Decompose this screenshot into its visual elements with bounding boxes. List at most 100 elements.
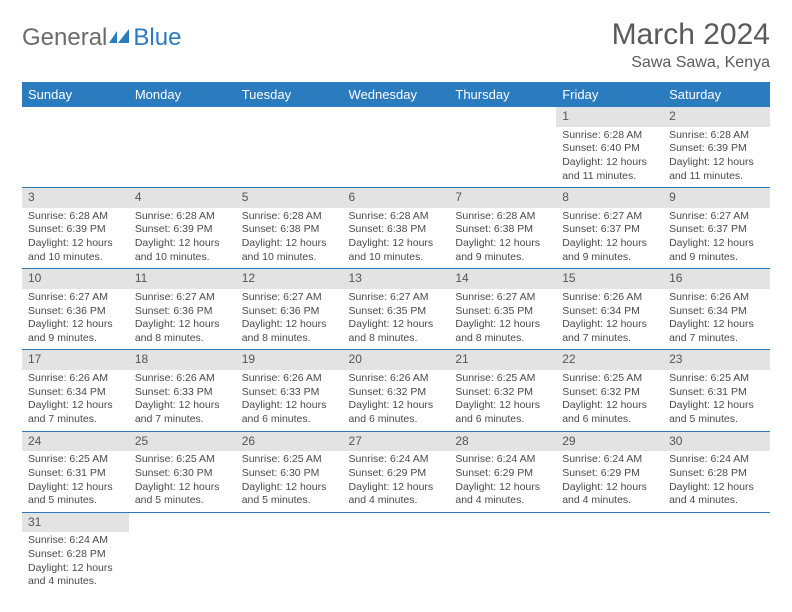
daylight-text-2: and 8 minutes. (349, 332, 444, 346)
day-number: 19 (236, 350, 343, 370)
daylight-text-1: Daylight: 12 hours (28, 237, 123, 251)
day-number: 14 (449, 269, 556, 289)
day-number: 30 (663, 432, 770, 452)
sunset-text: Sunset: 6:38 PM (242, 223, 337, 237)
sunrise-text: Sunrise: 6:25 AM (242, 453, 337, 467)
day-number: 22 (556, 350, 663, 370)
day-number: 26 (236, 432, 343, 452)
daylight-text-2: and 7 minutes. (562, 332, 657, 346)
calendar-cell: 27Sunrise: 6:24 AMSunset: 6:29 PMDayligh… (343, 431, 450, 512)
logo-text-1: General (22, 24, 107, 52)
day-body: Sunrise: 6:25 AMSunset: 6:31 PMDaylight:… (22, 451, 129, 512)
sunset-text: Sunset: 6:28 PM (669, 467, 764, 481)
sunrise-text: Sunrise: 6:27 AM (455, 291, 550, 305)
calendar-body: 1Sunrise: 6:28 AMSunset: 6:40 PMDaylight… (22, 107, 770, 593)
sunset-text: Sunset: 6:34 PM (562, 305, 657, 319)
calendar-week: 1Sunrise: 6:28 AMSunset: 6:40 PMDaylight… (22, 107, 770, 188)
header: General Blue March 2024 Sawa Sawa, Kenya (22, 18, 770, 72)
daylight-text-1: Daylight: 12 hours (562, 481, 657, 495)
daylight-text-1: Daylight: 12 hours (28, 318, 123, 332)
day-number: 7 (449, 188, 556, 208)
page-title: March 2024 (612, 18, 770, 52)
daylight-text-1: Daylight: 12 hours (669, 318, 764, 332)
calendar-cell: 6Sunrise: 6:28 AMSunset: 6:38 PMDaylight… (343, 188, 450, 269)
calendar-cell: 15Sunrise: 6:26 AMSunset: 6:34 PMDayligh… (556, 269, 663, 350)
calendar-cell: 5Sunrise: 6:28 AMSunset: 6:38 PMDaylight… (236, 188, 343, 269)
sunrise-text: Sunrise: 6:24 AM (349, 453, 444, 467)
calendar-cell (236, 512, 343, 593)
day-body: Sunrise: 6:25 AMSunset: 6:32 PMDaylight:… (556, 370, 663, 431)
day-body: Sunrise: 6:24 AMSunset: 6:29 PMDaylight:… (556, 451, 663, 512)
daylight-text-1: Daylight: 12 hours (135, 318, 230, 332)
calendar-week: 3Sunrise: 6:28 AMSunset: 6:39 PMDaylight… (22, 188, 770, 269)
day-number: 9 (663, 188, 770, 208)
weekday-header: Tuesday (236, 82, 343, 107)
daylight-text-1: Daylight: 12 hours (669, 156, 764, 170)
sunset-text: Sunset: 6:28 PM (28, 548, 123, 562)
weekday-header: Thursday (449, 82, 556, 107)
sunset-text: Sunset: 6:32 PM (349, 386, 444, 400)
daylight-text-2: and 5 minutes. (28, 494, 123, 508)
title-block: March 2024 Sawa Sawa, Kenya (612, 18, 770, 72)
calendar-cell: 31Sunrise: 6:24 AMSunset: 6:28 PMDayligh… (22, 512, 129, 593)
sunrise-text: Sunrise: 6:28 AM (28, 210, 123, 224)
daylight-text-2: and 4 minutes. (562, 494, 657, 508)
day-number: 11 (129, 269, 236, 289)
sunset-text: Sunset: 6:37 PM (562, 223, 657, 237)
weekday-header: Wednesday (343, 82, 450, 107)
daylight-text-2: and 6 minutes. (242, 413, 337, 427)
daylight-text-2: and 4 minutes. (349, 494, 444, 508)
sunset-text: Sunset: 6:30 PM (242, 467, 337, 481)
day-body: Sunrise: 6:27 AMSunset: 6:37 PMDaylight:… (556, 208, 663, 269)
day-number: 29 (556, 432, 663, 452)
calendar-cell: 17Sunrise: 6:26 AMSunset: 6:34 PMDayligh… (22, 350, 129, 431)
day-number: 5 (236, 188, 343, 208)
sunrise-text: Sunrise: 6:25 AM (28, 453, 123, 467)
sunrise-text: Sunrise: 6:28 AM (455, 210, 550, 224)
sunset-text: Sunset: 6:31 PM (669, 386, 764, 400)
sunrise-text: Sunrise: 6:26 AM (242, 372, 337, 386)
daylight-text-1: Daylight: 12 hours (455, 399, 550, 413)
weekday-header: Sunday (22, 82, 129, 107)
daylight-text-1: Daylight: 12 hours (28, 481, 123, 495)
sunset-text: Sunset: 6:40 PM (562, 142, 657, 156)
calendar-cell: 20Sunrise: 6:26 AMSunset: 6:32 PMDayligh… (343, 350, 450, 431)
day-body: Sunrise: 6:28 AMSunset: 6:38 PMDaylight:… (449, 208, 556, 269)
calendar-cell: 11Sunrise: 6:27 AMSunset: 6:36 PMDayligh… (129, 269, 236, 350)
sunset-text: Sunset: 6:38 PM (349, 223, 444, 237)
day-body: Sunrise: 6:25 AMSunset: 6:30 PMDaylight:… (236, 451, 343, 512)
day-body: Sunrise: 6:28 AMSunset: 6:39 PMDaylight:… (22, 208, 129, 269)
calendar-cell: 4Sunrise: 6:28 AMSunset: 6:39 PMDaylight… (129, 188, 236, 269)
sunset-text: Sunset: 6:39 PM (669, 142, 764, 156)
day-number: 18 (129, 350, 236, 370)
calendar-cell (129, 107, 236, 188)
daylight-text-1: Daylight: 12 hours (455, 481, 550, 495)
calendar-cell (129, 512, 236, 593)
calendar-cell: 22Sunrise: 6:25 AMSunset: 6:32 PMDayligh… (556, 350, 663, 431)
sunrise-text: Sunrise: 6:26 AM (28, 372, 123, 386)
calendar-cell: 19Sunrise: 6:26 AMSunset: 6:33 PMDayligh… (236, 350, 343, 431)
day-number: 2 (663, 107, 770, 127)
calendar-cell: 16Sunrise: 6:26 AMSunset: 6:34 PMDayligh… (663, 269, 770, 350)
daylight-text-2: and 10 minutes. (349, 251, 444, 265)
daylight-text-1: Daylight: 12 hours (28, 562, 123, 576)
calendar-cell (236, 107, 343, 188)
weekday-header: Friday (556, 82, 663, 107)
daylight-text-2: and 5 minutes. (669, 413, 764, 427)
sunrise-text: Sunrise: 6:27 AM (242, 291, 337, 305)
day-body: Sunrise: 6:28 AMSunset: 6:39 PMDaylight:… (663, 127, 770, 188)
calendar-cell (449, 107, 556, 188)
day-body: Sunrise: 6:26 AMSunset: 6:33 PMDaylight:… (129, 370, 236, 431)
day-number: 23 (663, 350, 770, 370)
sunset-text: Sunset: 6:39 PM (28, 223, 123, 237)
sunset-text: Sunset: 6:36 PM (242, 305, 337, 319)
daylight-text-1: Daylight: 12 hours (135, 237, 230, 251)
day-number: 21 (449, 350, 556, 370)
calendar-cell: 12Sunrise: 6:27 AMSunset: 6:36 PMDayligh… (236, 269, 343, 350)
daylight-text-2: and 5 minutes. (242, 494, 337, 508)
day-number: 20 (343, 350, 450, 370)
calendar-cell: 9Sunrise: 6:27 AMSunset: 6:37 PMDaylight… (663, 188, 770, 269)
sunrise-text: Sunrise: 6:26 AM (562, 291, 657, 305)
sunrise-text: Sunrise: 6:27 AM (135, 291, 230, 305)
sunrise-text: Sunrise: 6:28 AM (669, 129, 764, 143)
